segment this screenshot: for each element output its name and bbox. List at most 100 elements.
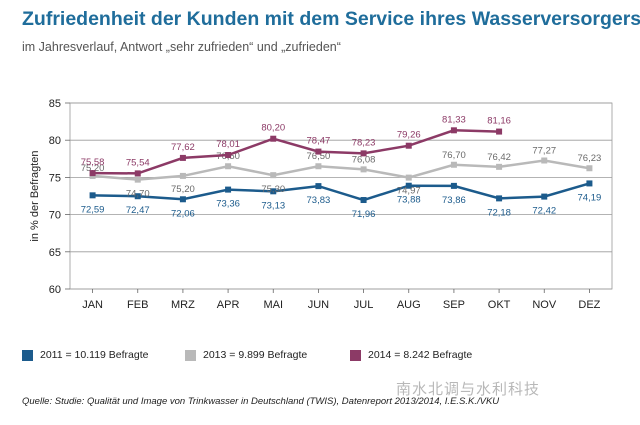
marker-2011-feb <box>134 193 141 200</box>
marker-2011-sep <box>450 182 457 189</box>
legend-label-2013: 2013 = 9.899 Befragte <box>203 349 308 361</box>
data-label-2013-aug: 74,97 <box>397 186 421 197</box>
marker-2013-aug <box>405 174 412 181</box>
data-label-2011-apr: 73,36 <box>216 199 240 210</box>
data-label-2014-jun: 78,47 <box>307 136 331 147</box>
marker-2014-aug <box>405 142 412 149</box>
watermark: 南水北调与水利科技 <box>396 381 541 398</box>
data-label-2011-okt: 72,18 <box>487 207 511 218</box>
source-note: Quelle: Studie: Qualität und Image von T… <box>22 396 500 407</box>
data-label-2011-jun: 73,83 <box>307 195 331 206</box>
marker-2013-jul <box>360 166 367 173</box>
marker-2011-apr <box>225 186 232 193</box>
chart-legend: 2011 = 10.119 Befragte 2013 = 9.899 Befr… <box>0 349 640 367</box>
marker-2014-mrz <box>179 154 186 161</box>
x-tick-label-aug: AUG <box>397 299 421 311</box>
data-label-2014-jul: 78,23 <box>352 137 376 148</box>
data-label-2013-sep: 76,70 <box>442 150 466 161</box>
marker-2014-sep <box>450 127 457 134</box>
marker-2014-jan <box>89 170 96 177</box>
data-label-2013-mai: 75,30 <box>261 184 285 195</box>
marker-2014-okt <box>496 128 503 135</box>
chart-subtitle: im Jahresverlauf, Antwort „sehr zufriede… <box>22 40 341 54</box>
x-tick-label-mai: MAI <box>263 299 283 311</box>
x-tick-label-dez: DEZ <box>578 299 600 311</box>
legend-swatch-2011 <box>22 349 33 361</box>
marker-2011-jan <box>89 192 96 199</box>
y-tick-label-85: 85 <box>49 98 61 110</box>
x-tick-label-jul: JUL <box>354 299 374 311</box>
line-chart: 60 65 70 75 80 85 JAN FEB MRZ APR MAI JUN JUL AUG SEP O… <box>29 98 613 311</box>
marker-2014-feb <box>134 170 141 177</box>
x-tick-label-apr: APR <box>217 299 240 311</box>
y-tick-label-70: 70 <box>49 210 61 222</box>
data-label-2011-sep: 73,86 <box>442 195 466 206</box>
data-label-2014-apr: 78,01 <box>216 139 240 150</box>
marker-2013-okt <box>496 163 503 170</box>
data-label-2013-jan: 75,20 <box>81 163 105 174</box>
marker-2011-jun <box>315 183 322 190</box>
x-tick-label-mrz: MRZ <box>171 299 195 311</box>
data-label-2011-aug: 73,88 <box>397 195 421 206</box>
y-tick-label-65: 65 <box>49 247 61 259</box>
marker-2013-nov <box>541 157 548 164</box>
series-line-2014 <box>92 129 500 175</box>
data-label-2014-mai: 80,20 <box>261 123 285 134</box>
data-label-2011-nov: 72,42 <box>532 206 556 217</box>
x-tick-label-nov: NOV <box>532 299 557 311</box>
marker-2011-jul <box>360 197 367 204</box>
data-label-2011-mai: 73,13 <box>261 200 285 211</box>
series-line-2011 <box>92 182 590 202</box>
legend-item-2013: 2013 = 9.899 Befragte <box>185 349 307 361</box>
marker-2013-sep <box>450 161 457 168</box>
data-label-2013-jun: 76,50 <box>307 151 331 162</box>
data-label-2013-nov: 77,27 <box>532 146 556 157</box>
marker-2011-mai <box>270 188 277 195</box>
x-tick-label-sep: SEP <box>443 299 465 311</box>
marker-2011-aug <box>405 182 412 189</box>
data-label-2013-okt: 76,42 <box>487 152 511 163</box>
marker-2011-okt <box>496 195 503 202</box>
marker-2014-jun <box>315 148 322 155</box>
data-label-2014-jan: 75,58 <box>81 157 105 168</box>
data-label-2013-feb: 74,70 <box>126 189 150 200</box>
chart-title: Zufriedenheit der Kunden mit dem Service… <box>22 8 640 30</box>
legend-swatch-2014 <box>350 349 361 361</box>
data-label-2013-dez: 76,23 <box>578 153 602 164</box>
marker-2013-mrz <box>179 172 186 179</box>
data-label-2011-jan: 72,59 <box>81 204 105 215</box>
marker-2013-jun <box>315 163 322 170</box>
data-label-2013-jul: 76,08 <box>352 154 376 165</box>
data-label-2014-okt: 81,16 <box>487 116 511 127</box>
y-tick-label-80: 80 <box>49 135 61 147</box>
y-tick-label-75: 75 <box>49 172 61 184</box>
data-label-2014-mrz: 77,62 <box>171 142 195 153</box>
x-tick-label-feb: FEB <box>127 299 148 311</box>
x-tick-label-jun: JUN <box>308 299 329 311</box>
data-label-2011-dez: 74,19 <box>578 192 602 203</box>
data-label-2011-feb: 72,47 <box>126 205 150 216</box>
y-tick-label-60: 60 <box>49 284 61 296</box>
legend-label-2011: 2011 = 10.119 Befragte <box>40 349 149 361</box>
legend-item-2014: 2014 = 8.242 Befragte <box>350 349 472 361</box>
marker-2013-dez <box>586 165 593 172</box>
series-line-2013 <box>92 159 590 181</box>
marker-2014-jul <box>360 150 367 157</box>
marker-2011-dez <box>586 180 593 187</box>
legend-label-2014: 2014 = 8.242 Befragte <box>368 349 473 361</box>
data-label-2013-mrz: 75,20 <box>171 184 195 195</box>
marker-2013-apr <box>225 163 232 170</box>
data-label-2014-sep: 81,33 <box>442 114 466 125</box>
data-label-2011-jul: 71,96 <box>352 209 376 220</box>
data-label-2014-feb: 75,54 <box>126 157 150 168</box>
marker-2014-apr <box>225 152 232 159</box>
x-tick-label-jan: JAN <box>82 299 103 311</box>
legend-swatch-2013 <box>185 349 196 361</box>
legend-item-2011: 2011 = 10.119 Befragte <box>22 349 149 361</box>
marker-2014-mai <box>270 135 277 142</box>
y-axis-label: in % der Befragten <box>29 150 41 241</box>
marker-2013-feb <box>134 176 141 183</box>
marker-2011-mrz <box>179 196 186 203</box>
x-tick-label-okt: OKT <box>488 299 511 311</box>
data-label-2014-aug: 79,26 <box>397 130 421 141</box>
